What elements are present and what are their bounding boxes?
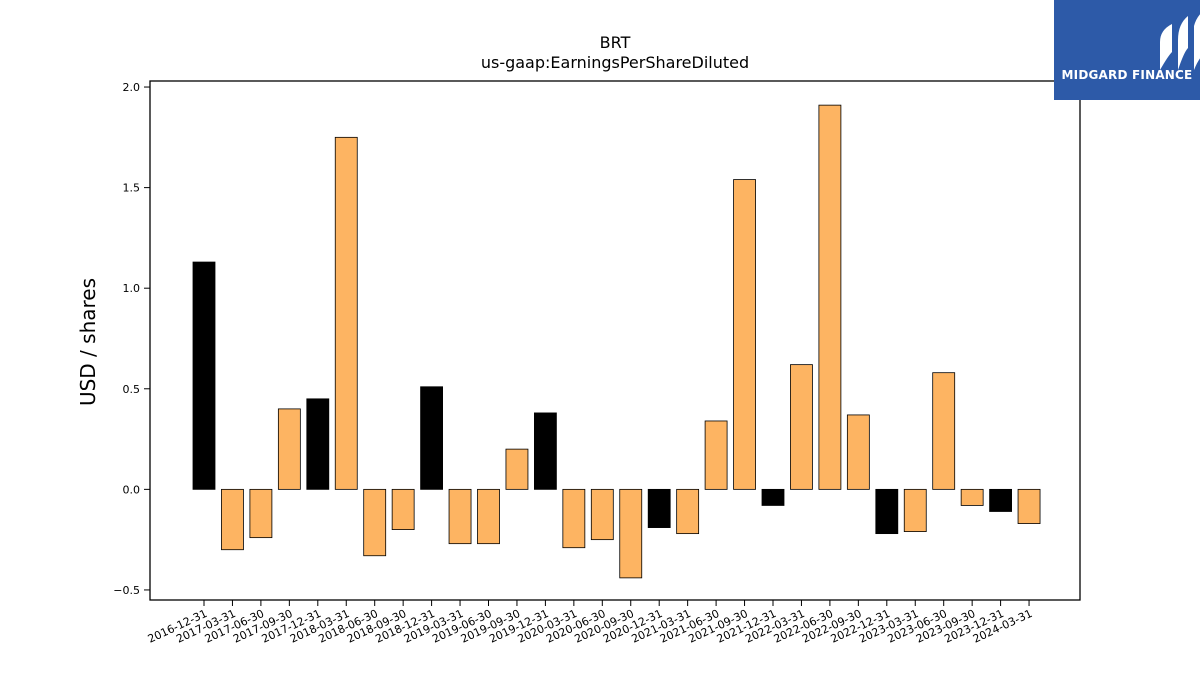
chart-title: BRT bbox=[600, 33, 631, 52]
y-tick-label: 1.5 bbox=[123, 182, 141, 195]
bar-2017-12-31 bbox=[306, 398, 330, 490]
bar-2019-12-31 bbox=[534, 412, 557, 490]
bar-2022-03-31 bbox=[790, 364, 813, 490]
bar-2021-06-30 bbox=[704, 420, 728, 490]
bar-2020-12-31 bbox=[647, 488, 671, 528]
bar-2022-09-30 bbox=[846, 414, 870, 490]
bar-2016-12-31 bbox=[192, 261, 216, 490]
y-tick-label: 0.5 bbox=[123, 383, 141, 396]
bar-2020-06-30 bbox=[590, 488, 614, 541]
bars-layer bbox=[192, 104, 1041, 579]
bar-2023-03-31 bbox=[903, 488, 927, 532]
bar-2019-03-31 bbox=[448, 488, 472, 545]
y-axis-label: USD / shares bbox=[76, 278, 100, 406]
bar-2023-09-30 bbox=[960, 488, 984, 506]
bar-2020-03-31 bbox=[562, 488, 586, 549]
bar-2023-12-31 bbox=[989, 488, 1012, 512]
x-axis: 2016-12-312017-03-312017-06-302017-09-30… bbox=[146, 600, 1034, 646]
bar-2018-12-31 bbox=[420, 386, 444, 490]
bar-2018-09-30 bbox=[391, 488, 415, 530]
bar-2021-12-31 bbox=[761, 488, 785, 506]
chart-subtitle: us-gaap:EarningsPerShareDiluted bbox=[481, 53, 749, 72]
bar-2022-12-31 bbox=[875, 488, 899, 535]
bar-2022-06-30 bbox=[818, 104, 842, 490]
bar-2017-06-30 bbox=[249, 488, 273, 539]
midgard-logo-icon bbox=[1160, 14, 1200, 70]
y-tick-label: 1.0 bbox=[123, 282, 141, 295]
brand-name: MIDGARD FINANCE bbox=[1061, 68, 1193, 82]
bar-2019-06-30 bbox=[477, 488, 500, 545]
bar-2023-06-30 bbox=[932, 372, 956, 490]
bar-2021-09-30 bbox=[733, 179, 756, 490]
bar-2020-09-30 bbox=[619, 488, 643, 579]
bar-2018-03-31 bbox=[334, 136, 358, 490]
bar-2018-06-30 bbox=[363, 488, 387, 557]
bar-2019-09-30 bbox=[505, 448, 529, 490]
bar-2024-03-31 bbox=[1017, 488, 1041, 524]
y-tick-label: −0.5 bbox=[113, 584, 140, 597]
bar-2017-03-31 bbox=[221, 488, 244, 551]
bar-2017-09-30 bbox=[277, 408, 301, 490]
brand-logo: MIDGARD FINANCE bbox=[1054, 0, 1200, 100]
y-tick-label: 0.0 bbox=[123, 483, 141, 496]
bar-2021-03-31 bbox=[676, 488, 700, 535]
y-tick-label: 2.0 bbox=[123, 81, 141, 94]
y-axis: −0.5 0.0 0.5 1.0 1.5 2.0 bbox=[113, 81, 150, 597]
plot-frame bbox=[149, 80, 1081, 601]
